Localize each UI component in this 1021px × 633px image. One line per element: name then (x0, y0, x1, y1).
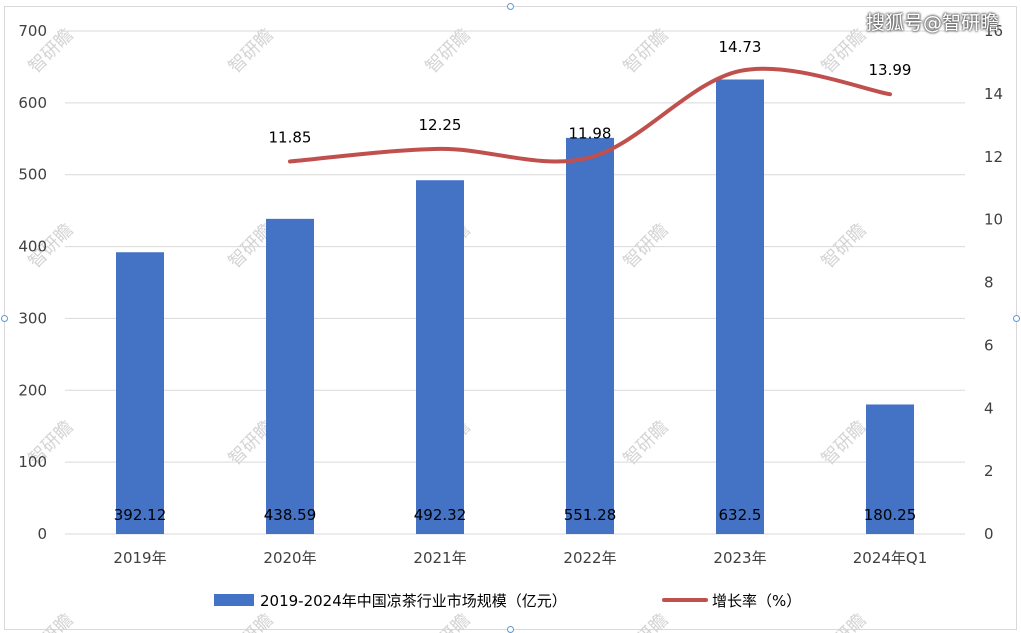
left-axis-tick-label: 200 (18, 381, 47, 399)
left-axis-tick-label: 400 (18, 238, 47, 256)
watermark-text: 智研瞻 (818, 610, 871, 633)
source-watermark: 搜狐号@智研瞻 (865, 12, 999, 34)
right-axis-tick-label: 2 (984, 462, 994, 480)
right-axis-tick-label: 14 (984, 85, 1003, 103)
resize-handle-right[interactable] (1013, 315, 1020, 322)
right-axis-tick-label: 16 (984, 22, 1003, 40)
legend: 2019-2024年中国凉茶行业市场规模（亿元） 增长率（%） (214, 592, 801, 610)
watermark-text: 智研瞻 (422, 610, 475, 633)
line-value-label: 11.98 (569, 124, 612, 142)
x-axis-tick-label: 2023年 (713, 549, 766, 567)
watermark-text: 智研瞻 (25, 610, 78, 633)
left-axis-tick-label: 700 (18, 22, 47, 40)
bar-value-label: 632.5 (719, 506, 762, 524)
left-axis-tick-label: 500 (18, 166, 47, 184)
line-series (288, 66, 892, 164)
legend-label-line: 增长率（%） (712, 592, 801, 610)
legend-label-bar: 2019-2024年中国凉茶行业市场规模（亿元） (260, 592, 567, 610)
right-axis-tick-label: 4 (984, 399, 994, 417)
line-value-label: 14.73 (719, 38, 762, 56)
line-value-label: 13.99 (869, 61, 912, 79)
left-axis-ticks: 0 100 200 300 400 500 600 700 (18, 22, 47, 543)
bar (266, 218, 314, 535)
resize-handle-top[interactable] (507, 3, 514, 10)
gridlines (65, 30, 965, 535)
right-axis-tick-label: 8 (984, 274, 994, 292)
bar (416, 180, 464, 534)
bar (866, 404, 914, 534)
bar-value-label: 392.12 (114, 506, 167, 524)
left-axis-tick-label: 600 (18, 94, 47, 112)
growth-rate-line (288, 66, 892, 164)
right-axis-tick-label: 12 (984, 148, 1003, 166)
x-axis-tick-label: 2020年 (263, 549, 316, 567)
watermark-text: 智研瞻 (422, 25, 475, 78)
watermark-text: 智研瞻 (225, 25, 278, 78)
legend-swatch-bar (214, 594, 254, 606)
bar-value-label: 551.28 (564, 506, 617, 524)
x-axis-tick-label: 2024年Q1 (853, 549, 928, 567)
right-axis-tick-label: 10 (984, 211, 1003, 229)
bar-value-label: 438.59 (264, 506, 317, 524)
bar (716, 79, 764, 534)
left-axis-tick-label: 300 (18, 309, 47, 327)
resize-handle-left[interactable] (1, 315, 8, 322)
bar (116, 252, 164, 534)
x-axis-tick-label: 2019年 (113, 549, 166, 567)
data-labels: 392.12 438.59 492.32 551.28 632.5 180.25 11.85… (114, 38, 917, 524)
watermark-text: 智研瞻 (818, 25, 871, 78)
bar-value-label: 492.32 (414, 506, 467, 524)
watermark-text: 智研瞻 (225, 610, 278, 633)
line-value-label: 12.25 (419, 116, 462, 134)
left-axis-tick-label: 100 (18, 453, 47, 471)
right-axis-ticks: 0 2 4 6 8 10 12 14 16 (984, 22, 1003, 543)
watermark-text: 智研瞻 (620, 25, 673, 78)
left-axis-tick-label: 0 (37, 525, 47, 543)
right-axis-tick-label: 0 (984, 525, 994, 543)
bar-series (116, 79, 914, 535)
x-axis-ticks: 2019年 2020年 2021年 2022年 2023年 2024年Q1 (113, 549, 927, 567)
watermark-text: 智研瞻 (620, 610, 673, 633)
line-value-label: 11.85 (269, 128, 312, 146)
x-axis-tick-label: 2021年 (413, 549, 466, 567)
bar (566, 137, 614, 534)
bar-value-label: 180.25 (864, 506, 917, 524)
x-axis-tick-label: 2022年 (563, 549, 616, 567)
right-axis-tick-label: 6 (984, 336, 994, 354)
